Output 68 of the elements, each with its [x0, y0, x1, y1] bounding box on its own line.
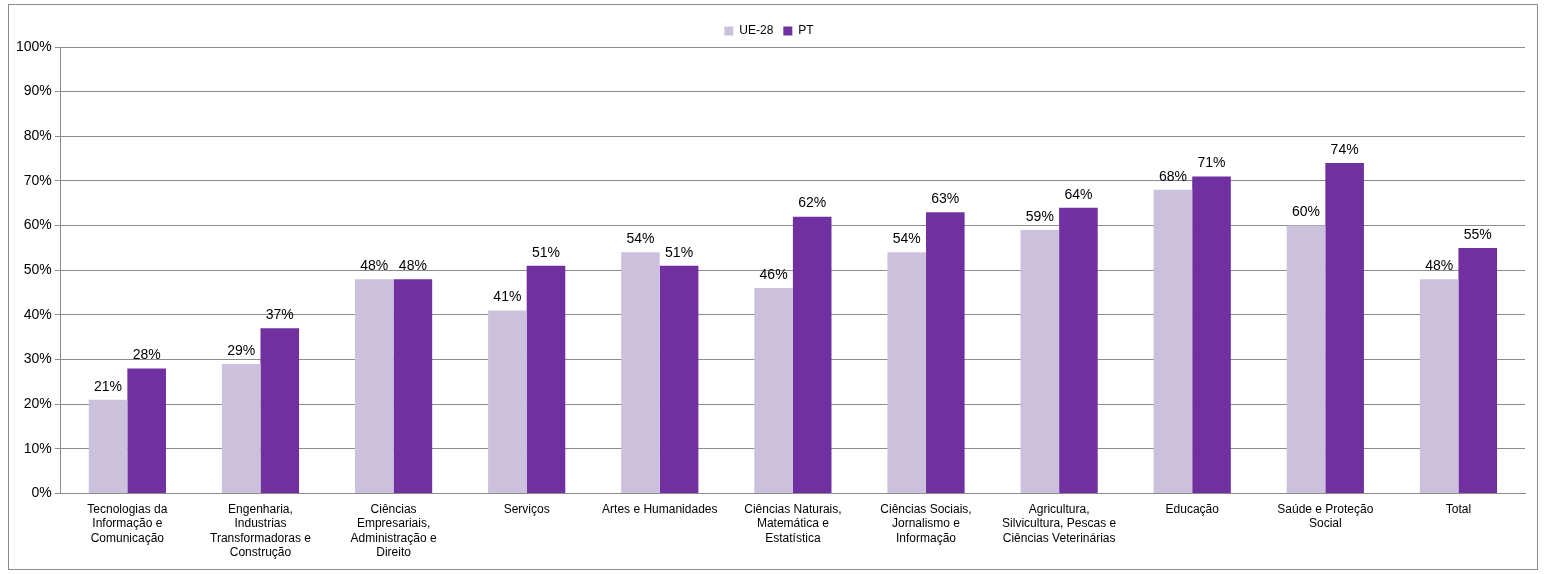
x-tick-label: Saúde e Proteção Social — [1277, 501, 1374, 531]
y-tick-label: 60% — [23, 216, 52, 233]
bar — [1286, 225, 1326, 493]
y-tick-label: 90% — [23, 82, 52, 99]
bar — [393, 279, 433, 493]
data-label: 59% — [1025, 207, 1054, 224]
legend-label: UE-28 — [739, 23, 774, 38]
data-label: 37% — [265, 306, 294, 323]
bar — [1419, 279, 1459, 493]
x-tick-label: Ciências Empresariais, Administração e Direito — [350, 501, 437, 560]
bar — [887, 252, 927, 493]
bar — [621, 252, 660, 493]
data-label: 71% — [1197, 154, 1226, 171]
bar — [88, 399, 128, 493]
data-label: 29% — [227, 341, 256, 358]
data-label: 64% — [1064, 185, 1093, 202]
bar — [1059, 207, 1098, 493]
bar — [526, 265, 566, 493]
x-tick-label: Tecnologias da Informação e Comunicação — [87, 501, 168, 545]
y-tick-label: 70% — [23, 171, 52, 188]
bar — [221, 363, 261, 493]
legend-label: PT — [798, 23, 815, 38]
x-tick-label: Educação — [1165, 501, 1220, 516]
bar — [659, 265, 699, 493]
bar — [792, 216, 832, 493]
bar — [260, 328, 300, 493]
bar — [754, 288, 793, 493]
y-tick-label: 80% — [23, 127, 52, 144]
bar — [1325, 163, 1364, 493]
bar — [127, 368, 166, 493]
x-tick-label: Artes e Humanidades — [602, 501, 718, 516]
x-tick-label: Ciências Sociais, Jornalismo e Informação — [880, 501, 972, 545]
data-label: 54% — [892, 230, 921, 247]
x-tick-label: Total — [1445, 501, 1472, 516]
data-label: 41% — [493, 288, 522, 305]
y-tick-label: 30% — [23, 350, 52, 367]
data-label: 48% — [1425, 256, 1454, 273]
bar — [354, 279, 394, 493]
bar — [926, 212, 965, 493]
x-tick-label: Agricultura, Silvicultura, Pescas e Ciências Veterinárias — [1002, 501, 1117, 545]
bar — [488, 310, 527, 493]
bar — [1153, 189, 1193, 493]
data-label: 74% — [1330, 140, 1359, 157]
bar — [1192, 176, 1231, 493]
data-label: 63% — [931, 190, 960, 207]
y-tick-label: 50% — [23, 261, 52, 278]
data-label: 60% — [1292, 203, 1321, 220]
data-label: 48% — [398, 256, 427, 273]
x-tick-label: Ciências Naturais, Matemática e Estatística — [744, 501, 842, 545]
y-tick-label: 100% — [15, 37, 52, 54]
y-tick-label: 0% — [31, 484, 52, 501]
y-tick-label: 10% — [23, 439, 52, 456]
data-label: 51% — [665, 243, 694, 260]
data-label: 54% — [626, 230, 655, 247]
y-tick-label: 20% — [23, 394, 52, 411]
data-label: 62% — [798, 194, 827, 211]
data-label: 68% — [1158, 167, 1187, 184]
bar — [1458, 247, 1498, 493]
data-label: 55% — [1463, 225, 1492, 242]
data-label: 21% — [94, 377, 123, 394]
data-label: 48% — [360, 256, 389, 273]
x-tick-label: Serviços — [503, 501, 550, 516]
data-label: 46% — [759, 265, 788, 282]
x-tick-label: Engenharia, Industrias Transformadoras e Construção — [210, 501, 312, 560]
data-label: 51% — [531, 243, 560, 260]
y-tick-label: 40% — [23, 305, 52, 322]
bar — [1020, 230, 1060, 493]
data-label: 28% — [132, 346, 161, 363]
